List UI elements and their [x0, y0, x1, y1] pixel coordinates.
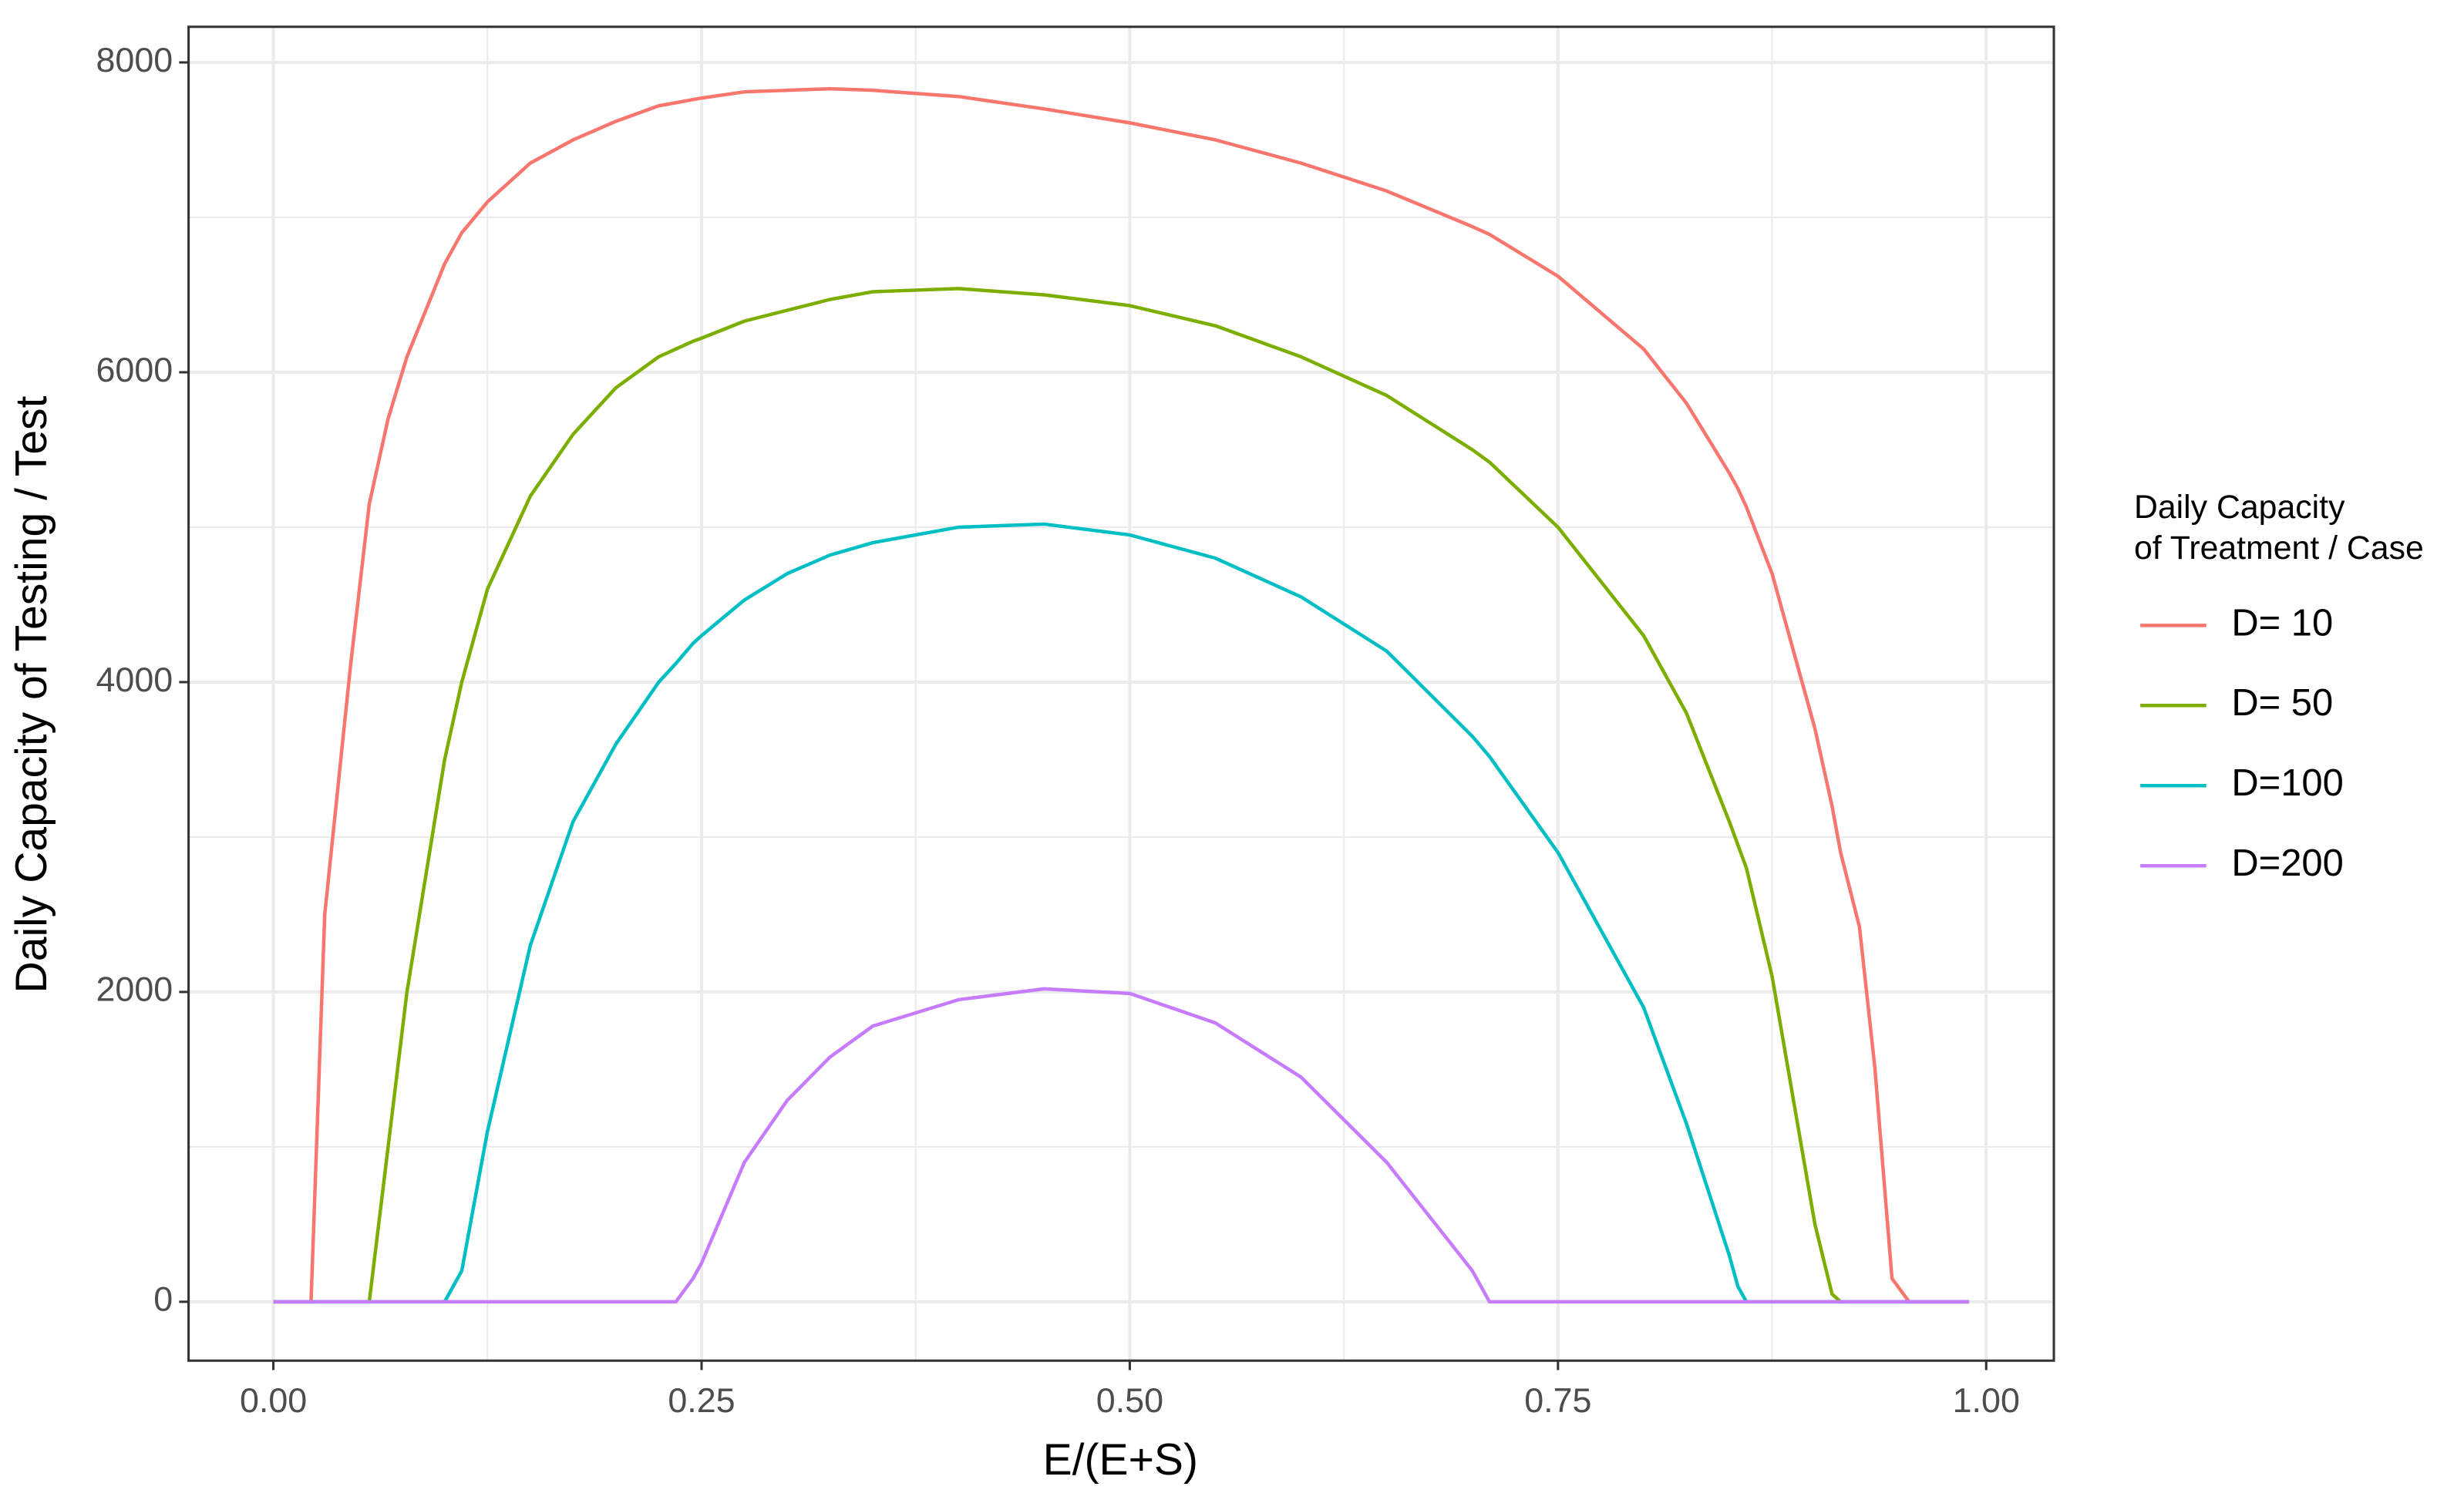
x-tick-label: 1.00: [1953, 1381, 2020, 1420]
x-tick-label: 0.75: [1524, 1381, 1591, 1420]
series-line: [273, 987, 1970, 1304]
legend-label: D= 10: [2231, 602, 2333, 644]
series-line: [273, 86, 1970, 1304]
y-tick-label: 6000: [96, 350, 173, 389]
y-tick-label: 0: [153, 1280, 173, 1319]
x-tick-label: 0.00: [240, 1381, 307, 1420]
legend-label: D= 50: [2231, 682, 2333, 724]
plot-border: [187, 25, 2055, 1362]
y-tick-label: 4000: [96, 660, 173, 699]
x-tick-label: 0.50: [1096, 1381, 1163, 1420]
x-axis-title: E/(E+S): [1043, 1435, 1198, 1485]
legend-label: D=200: [2231, 842, 2343, 884]
x-tick-label: 0.25: [668, 1381, 735, 1420]
y-tick-label: 8000: [96, 40, 173, 79]
plot-background: [188, 26, 2055, 1361]
y-tick-label: 2000: [96, 970, 173, 1009]
legend-title: Daily Capacity: [2134, 489, 2345, 526]
series-line: [273, 287, 1970, 1304]
legend-title: of Treatment / Case: [2134, 530, 2424, 567]
y-axis-title: Daily Capacity of Testing / Test: [7, 395, 56, 993]
legend-label: D=100: [2231, 762, 2343, 804]
